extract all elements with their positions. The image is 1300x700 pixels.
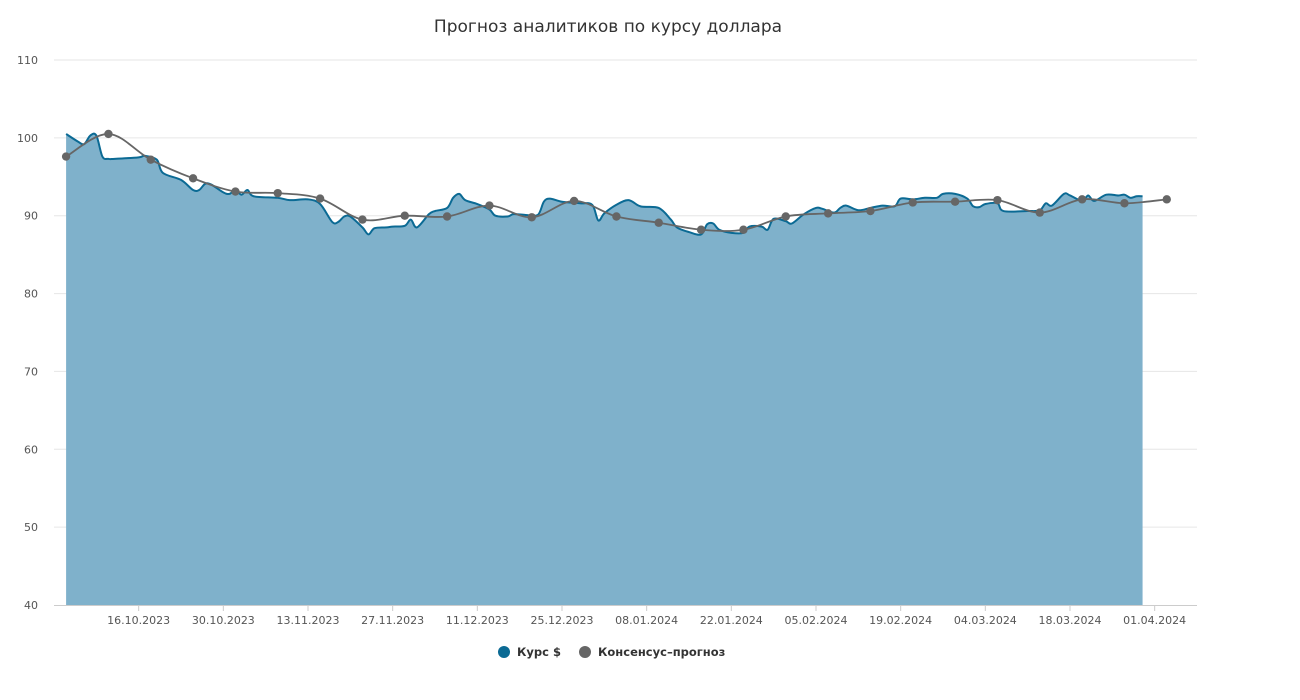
y-tick-label-60: 60 — [24, 443, 38, 456]
legend-marker-forecast — [579, 646, 591, 658]
y-tick-label-110: 110 — [17, 54, 38, 67]
forecast-point-26 — [1162, 195, 1171, 204]
x-tick-label-27.11.2023: 27.11.2023 — [361, 614, 424, 627]
y-tick-label-90: 90 — [24, 210, 38, 223]
forecast-point-15 — [696, 225, 706, 234]
forecast-point-22 — [993, 195, 1002, 205]
y-tick-label-70: 70 — [24, 365, 38, 378]
forecast-point-20 — [908, 198, 917, 207]
x-tick-label-16.10.2023: 16.10.2023 — [107, 614, 170, 627]
y-tick-label-50: 50 — [24, 521, 38, 534]
forecast-point-9 — [442, 212, 452, 221]
legend-label-forecast: Консенсус–прогноз — [598, 645, 725, 659]
forecast-point-5 — [273, 188, 282, 198]
forecast-point-7 — [358, 215, 367, 224]
legend-marker-rate — [498, 646, 510, 658]
forecast-point-21 — [950, 197, 960, 206]
legend: Курс $ Консенсус–прогноз — [498, 645, 725, 659]
forecast-point-23 — [1035, 208, 1044, 217]
axes: 40 50 60 70 80 90 100 110 16.10.2023 30.10.2023 13… — [17, 54, 1197, 627]
x-tick-label-25.12.2023: 25.12.2023 — [531, 614, 594, 627]
forecast-point-10 — [485, 201, 494, 210]
x-tick-label-18.03.2024: 18.03.2024 — [1039, 614, 1102, 627]
forecast-point-12 — [569, 196, 579, 206]
y-tick-label-80: 80 — [24, 288, 38, 301]
legend-label-rate: Курс $ — [517, 645, 561, 659]
area-series-group — [65, 132, 1143, 605]
forecast-point-25 — [1120, 199, 1129, 208]
forecast-point-8 — [400, 211, 409, 220]
x-tick-label-08.01.2024: 08.01.2024 — [615, 614, 678, 627]
forecast-point-6 — [315, 194, 325, 203]
x-tick-label-22.01.2024: 22.01.2024 — [700, 614, 763, 627]
x-tick-label-13.11.2023: 13.11.2023 — [277, 614, 340, 627]
x-tick-label-04.03.2024: 04.03.2024 — [954, 614, 1017, 627]
chart-title: Прогноз аналитиков по курсу доллара — [434, 17, 782, 37]
forecast-point-14 — [654, 218, 663, 227]
forecast-point-24 — [1077, 195, 1087, 204]
legend-item-rate[interactable]: Курс $ — [498, 645, 561, 659]
forecast-point-1 — [104, 129, 113, 139]
x-tick-label-19.02.2024: 19.02.2024 — [869, 614, 932, 627]
x-tick-label-11.12.2023: 11.12.2023 — [446, 614, 509, 627]
forecast-point-11 — [527, 213, 536, 222]
forecast-point-0 — [61, 152, 71, 161]
legend-item-forecast[interactable]: Консенсус–прогноз — [579, 645, 725, 659]
forecast-point-17 — [781, 212, 790, 221]
y-tick-label-40: 40 — [24, 599, 38, 612]
forecast-point-2 — [146, 155, 155, 164]
forecast-point-16 — [739, 225, 748, 234]
forecast-series-group — [61, 129, 1171, 234]
forecast-point-13 — [612, 212, 621, 221]
x-tick-label-05.02.2024: 05.02.2024 — [785, 614, 848, 627]
y-tick-label-100: 100 — [17, 132, 38, 145]
forecast-point-3 — [188, 174, 198, 183]
x-tick-label-30.10.2023: 30.10.2023 — [192, 614, 255, 627]
rate-area-fill — [66, 133, 1143, 605]
x-tick-label-01.04.2024: 01.04.2024 — [1123, 614, 1186, 627]
forecast-point-19 — [866, 206, 875, 216]
forecast-point-4 — [231, 187, 240, 196]
forecast-point-18 — [823, 209, 833, 218]
